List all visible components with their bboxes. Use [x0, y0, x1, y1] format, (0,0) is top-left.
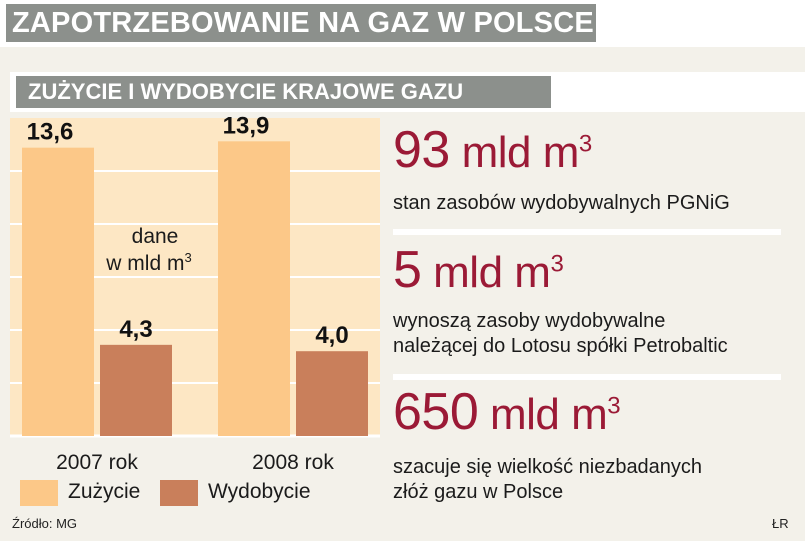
page-title: ZAPOTRZEBOWANIE NA GAZ W POLSCE [6, 4, 596, 42]
chart-annotation-line1: dane [132, 225, 179, 248]
stat-sup-2: 3 [550, 250, 564, 278]
chart-annotation-line2: w mld m3 [105, 250, 191, 275]
data-label-wydobycie-1: 4,0 [315, 322, 348, 349]
author-initials: ŁR [772, 516, 789, 531]
annotation-unit: w mld m [105, 252, 184, 275]
data-label-zuzycie-1: 13,9 [223, 112, 270, 139]
category-label-1: 2008 rok [252, 451, 334, 474]
chart-labels: 13,6 4,3 2007 rok 13,9 4,0 2008 rok [27, 112, 349, 474]
legend-label-zuzycie: Zużycie [68, 480, 141, 503]
stat-value-1: 93 mld m3 [393, 124, 798, 177]
legend-swatch-wydobycie [160, 480, 198, 506]
bar-zuzycie-0 [22, 147, 94, 436]
stat-value-2: 5 mld m3 [393, 244, 798, 297]
bar-zuzycie-1 [218, 141, 290, 436]
section-header: ZUŻYCIE I WYDOBYCIE KRAJOWE GAZU [10, 72, 805, 112]
data-label-zuzycie-0: 13,6 [27, 119, 74, 146]
title-bar: ZAPOTRZEBOWANIE NA GAZ W POLSCE [0, 0, 805, 47]
stat-number-2: 5 [393, 241, 422, 299]
stat-sup-1: 3 [578, 130, 592, 158]
stat-unit-2: mld m [433, 248, 551, 297]
data-label-wydobycie-0: 4,3 [119, 316, 152, 343]
stat-number-1: 93 [393, 121, 450, 179]
section-title: ZUŻYCIE I WYDOBYCIE KRAJOWE GAZU [16, 76, 551, 108]
chart-bars [22, 141, 368, 436]
stat-unit-3: mld m [490, 390, 608, 439]
separator [393, 229, 781, 235]
stat-block-1: 93 mld m3 stan zasobów wydobywalnych PGN… [393, 124, 798, 216]
stat-desc-3-line2: złóż gazu w Polsce [393, 481, 564, 503]
bar-wydobycie-0 [100, 344, 172, 436]
source-note: Źródło: MG [12, 516, 78, 531]
stat-desc-2-line1: wynoszą zasoby wydobywalne [393, 310, 666, 332]
separator [393, 374, 781, 380]
stat-block-2: 5 mld m3 wynoszą zasoby wydobywalne nale… [393, 244, 798, 359]
legend-label-wydobycie: Wydobycie [208, 480, 311, 503]
stat-value-3: 650 mld m3 [393, 386, 798, 439]
stat-desc-3-line1: szacuje się wielkość niezbadanych [393, 456, 703, 478]
stat-number-3: 650 [393, 383, 479, 441]
bar-wydobycie-1 [296, 351, 368, 436]
stat-unit-1: mld m [461, 128, 580, 177]
stat-block-3: 650 mld m3 szacuje się wielkość niezbada… [393, 386, 798, 505]
stat-desc-2-line2: należącej do Lotosu spółki Petrobaltic [393, 335, 728, 357]
stat-desc-1-line1: stan zasobów wydobywalnych PGNiG [393, 192, 730, 214]
stat-sup-3: 3 [607, 392, 621, 420]
annotation-sup: 3 [184, 250, 191, 265]
legend-swatch-zuzycie [20, 480, 58, 506]
category-label-0: 2007 rok [56, 451, 138, 474]
